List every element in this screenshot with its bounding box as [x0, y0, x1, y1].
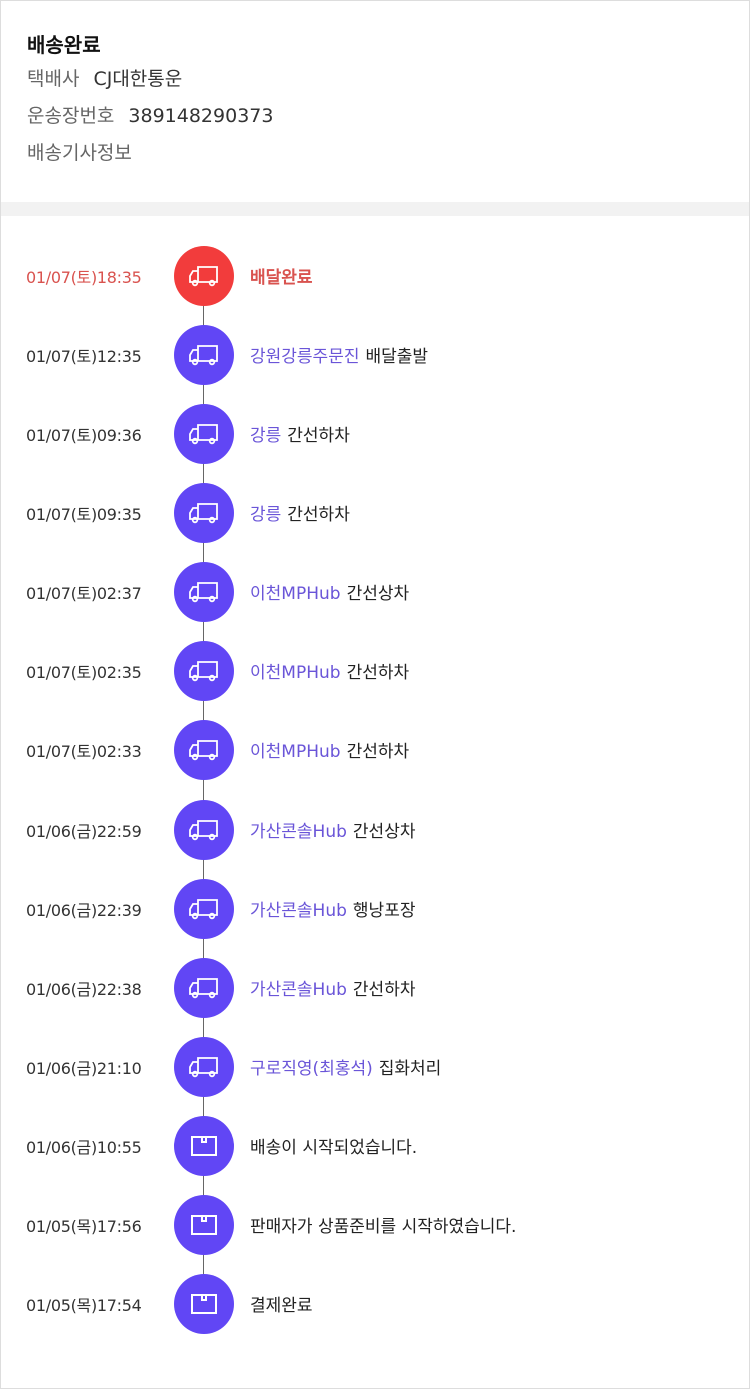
event-location: 이천MPHub: [250, 742, 341, 763]
box-icon: [174, 1274, 234, 1335]
event-description: 구로직영(최홍석) 집화처리: [250, 1054, 441, 1079]
event-status: 결제완료: [250, 1296, 313, 1317]
timeline-item: 01/07(토)18:35 배달완료: [0, 246, 750, 306]
delivery-summary: 배송완료 택배사 CJ대한통운 운송장번호 389148290373 배송기사정보: [0, 0, 750, 202]
event-time: 01/05(목)17:56: [26, 1216, 142, 1236]
event-time: 01/07(토)02:35: [26, 663, 142, 683]
truck-icon: [174, 404, 234, 465]
event-location: 가산콘솔Hub: [250, 900, 347, 921]
event-description: 가산콘솔Hub 간선하차: [250, 975, 415, 1000]
event-location: 이천MPHub: [250, 663, 341, 684]
event-time: 01/06(금)10:55: [26, 1137, 142, 1157]
tracking-label: 운송장번호: [27, 105, 115, 127]
timeline-item: 01/07(토)09:36 강릉 간선하차: [0, 404, 750, 465]
box-icon: [174, 1115, 234, 1176]
event-time: 01/06(금)22:39: [26, 900, 142, 920]
timeline-item: 01/06(금)21:10 구로직영(최홍석) 집화처리: [0, 1036, 750, 1097]
truck-icon: [174, 483, 234, 544]
timeline-item: 01/06(금)22:39 가산콘솔Hub 행낭포장: [0, 878, 750, 939]
timeline-item: 01/06(금)22:59 가산콘솔Hub 간선상차: [0, 799, 750, 860]
event-description: 이천MPHub 간선상차: [250, 579, 409, 604]
event-description: 이천MPHub 간선하차: [250, 737, 409, 762]
truck-icon: [174, 799, 234, 860]
timeline-item: 01/05(목)17:56 판매자가 상품준비를 시작하였습니다.: [0, 1194, 750, 1255]
courier-value: CJ대한통운: [93, 68, 183, 90]
tracking-number: 389148290373: [128, 105, 274, 127]
truck-icon: [174, 878, 234, 939]
event-time: 01/06(금)21:10: [26, 1058, 142, 1078]
timeline-line: [203, 276, 204, 1304]
timeline-item: 01/07(토)09:35 강릉 간선하차: [0, 483, 750, 544]
timeline-item: 01/07(토)02:37 이천MPHub 간선상차: [0, 562, 750, 623]
driver-info-link[interactable]: 배송기사정보: [27, 142, 132, 164]
truck-icon: [174, 641, 234, 702]
event-status: 간선하차: [287, 505, 350, 526]
delivery-status-title: 배송완료: [27, 33, 101, 57]
event-description: 강원강릉주문진 배달출발: [250, 342, 428, 367]
event-location: 강릉: [250, 426, 282, 447]
event-time: 01/06(금)22:59: [26, 821, 142, 841]
event-status: 간선하차: [287, 426, 350, 447]
event-status: 배달완료: [250, 268, 313, 288]
truck-icon: [174, 720, 234, 781]
truck-icon: [174, 246, 234, 306]
event-description: 강릉 간선하차: [250, 421, 350, 446]
truck-icon: [174, 1036, 234, 1097]
timeline-item: 01/07(토)12:35 강원강릉주문진 배달출발: [0, 325, 750, 386]
event-time: 01/07(토)09:36: [26, 426, 142, 446]
timeline-item: 01/07(토)02:33 이천MPHub 간선하차: [0, 720, 750, 781]
event-time: 01/07(토)09:35: [26, 505, 142, 525]
event-description: 배달완료: [250, 263, 313, 288]
event-time: 01/05(목)17:54: [26, 1296, 142, 1316]
truck-icon: [174, 325, 234, 386]
event-location: 이천MPHub: [250, 584, 341, 605]
event-time: 01/07(토)18:35: [26, 268, 142, 287]
truck-icon: [174, 957, 234, 1018]
event-status: 배송이 시작되었습니다.: [250, 1137, 418, 1158]
event-status: 간선상차: [352, 821, 416, 842]
event-status: 배달출발: [365, 347, 429, 368]
event-description: 이천MPHub 간선하차: [250, 658, 409, 683]
event-description: 배송이 시작되었습니다.: [250, 1133, 417, 1158]
event-time: 01/06(금)22:38: [26, 979, 142, 999]
timeline-item: 01/05(목)17:54 결제완료: [0, 1274, 750, 1335]
event-location: 가산콘솔Hub: [250, 821, 347, 842]
event-description: 가산콘솔Hub 간선상차: [250, 817, 415, 842]
timeline-item: 01/06(금)10:55 배송이 시작되었습니다.: [0, 1115, 750, 1176]
event-time: 01/07(토)02:33: [26, 742, 142, 762]
timeline-item: 01/07(토)02:35 이천MPHub 간선하차: [0, 641, 750, 702]
box-icon: [174, 1194, 234, 1255]
event-description: 강릉 간선하차: [250, 500, 350, 525]
event-status: 간선하차: [346, 742, 410, 763]
event-status: 간선하차: [352, 979, 416, 1000]
event-location: 강원강릉주문진: [250, 347, 360, 368]
truck-icon: [174, 562, 234, 623]
event-location: 강릉: [250, 505, 282, 526]
timeline-item: 01/06(금)22:38 가산콘솔Hub 간선하차: [0, 957, 750, 1018]
courier-label: 택배사: [27, 68, 80, 90]
courier-row: 택배사 CJ대한통운: [27, 62, 750, 97]
event-status: 행낭포장: [352, 900, 416, 921]
event-location: 구로직영(최홍석): [250, 1058, 373, 1079]
section-divider: [1, 202, 749, 216]
event-description: 결제완료: [250, 1291, 313, 1316]
event-status: 집화처리: [378, 1058, 442, 1079]
event-description: 가산콘솔Hub 행낭포장: [250, 896, 415, 921]
event-time: 01/07(토)02:37: [26, 584, 142, 604]
event-time: 01/07(토)12:35: [26, 347, 142, 367]
tracking-row: 운송장번호 389148290373: [27, 99, 750, 134]
event-location: 가산콘솔Hub: [250, 979, 347, 1000]
event-description: 판매자가 상품준비를 시작하였습니다.: [250, 1212, 516, 1237]
event-status: 간선하차: [346, 663, 410, 684]
event-status: 판매자가 상품준비를 시작하였습니다.: [250, 1216, 517, 1237]
event-status: 간선상차: [346, 584, 410, 605]
